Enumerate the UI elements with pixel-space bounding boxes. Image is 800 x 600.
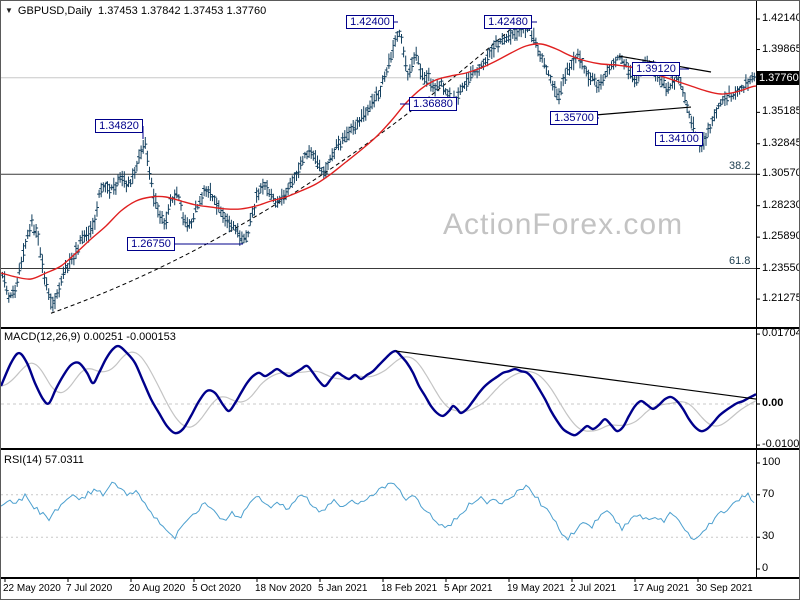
date-axis-label: 5 Oct 2020 <box>192 583 241 594</box>
price-axis-label: 1.25890 <box>762 230 800 243</box>
price-callout: 1.42480 <box>484 15 532 29</box>
moving-average-line <box>1 43 757 280</box>
price-axis-label: 1.21275 <box>762 292 800 305</box>
price-callout: 1.35700 <box>550 111 598 125</box>
date-axis-label: 7 Jul 2020 <box>66 583 113 594</box>
price-callout: 1.34820 <box>95 119 143 133</box>
price-axis-label: 1.23550 <box>762 261 800 274</box>
symbol-title: GBPUSD,Daily <box>17 5 92 17</box>
price-callout: 1.36880 <box>409 97 457 111</box>
price-callout: 1.26750 <box>127 237 175 251</box>
price-callout: 1.34100 <box>655 132 703 146</box>
dashed-trendline <box>50 26 514 314</box>
price-axis-label: 1.35185 <box>762 105 800 118</box>
price-callout: 1.39120 <box>632 62 680 76</box>
fib-label-38.2: 38.2 <box>729 160 751 173</box>
date-axis-label: 5 Apr 2021 <box>444 583 493 594</box>
ohlc-bars <box>1 21 757 312</box>
macd-panel-title: MACD(12,26,9) 0.00251 -0.000153 <box>4 331 176 343</box>
current-price-tag: 1.37760 <box>757 70 799 85</box>
ohlc-quote: 1.37453 1.37842 1.37453 1.37760 <box>98 5 267 17</box>
price-axis-label: 1.39865 <box>762 42 800 55</box>
date-axis-label: 17 Aug 2021 <box>633 583 690 594</box>
rsi-panel-title: RSI(14) 57.0311 <box>4 454 84 466</box>
rsi-line <box>1 481 755 542</box>
macd-trendline <box>395 350 757 400</box>
date-axis-label: 20 Aug 2020 <box>129 583 186 594</box>
date-axis-label: 19 May 2021 <box>507 583 565 594</box>
chart-header: ▼ GBPUSD,Daily 1.37453 1.37842 1.37453 1.… <box>5 5 266 17</box>
macd-axis-label: 0.00 <box>762 397 784 409</box>
fib-label-61.8: 61.8 <box>729 254 751 267</box>
rsi-axis-label: 30 <box>762 530 775 543</box>
watermark: ActionForex.com <box>443 208 684 241</box>
macd-main-line <box>1 344 757 437</box>
rsi-axis-label: 70 <box>762 487 775 500</box>
rsi-axis-label: 0 <box>762 562 769 574</box>
price-callout: 1.42400 <box>346 15 394 29</box>
price-axis-label: 1.28230 <box>762 198 800 211</box>
price-axis-label: 1.42140 <box>762 12 800 24</box>
macd-axis-label: -0.010013 <box>762 438 800 451</box>
price-axis-label: 1.30570 <box>762 167 800 180</box>
price-axis-label: 1.32845 <box>762 136 800 149</box>
macd-axis-label: 0.017047 <box>762 327 799 340</box>
date-axis-label: 22 May 2020 <box>3 583 61 594</box>
rsi-axis-label: 100 <box>762 456 781 468</box>
date-axis-label: 5 Jan 2021 <box>318 583 368 594</box>
date-axis-label: 30 Sep 2021 <box>696 583 753 594</box>
separator-main-macd <box>1 327 799 329</box>
separator-macd-rsi <box>1 448 799 450</box>
date-axis-label: 18 Nov 2020 <box>255 583 312 594</box>
separator-rsi-dates <box>1 577 799 579</box>
date-axis-label: 18 Feb 2021 <box>381 583 438 594</box>
lower-trendline <box>594 106 692 116</box>
macd-values: 0.00251 -0.000153 <box>83 331 176 343</box>
date-axis-label: 2 Jul 2021 <box>570 583 617 594</box>
symbol-dropdown-icon[interactable]: ▼ <box>5 6 13 15</box>
